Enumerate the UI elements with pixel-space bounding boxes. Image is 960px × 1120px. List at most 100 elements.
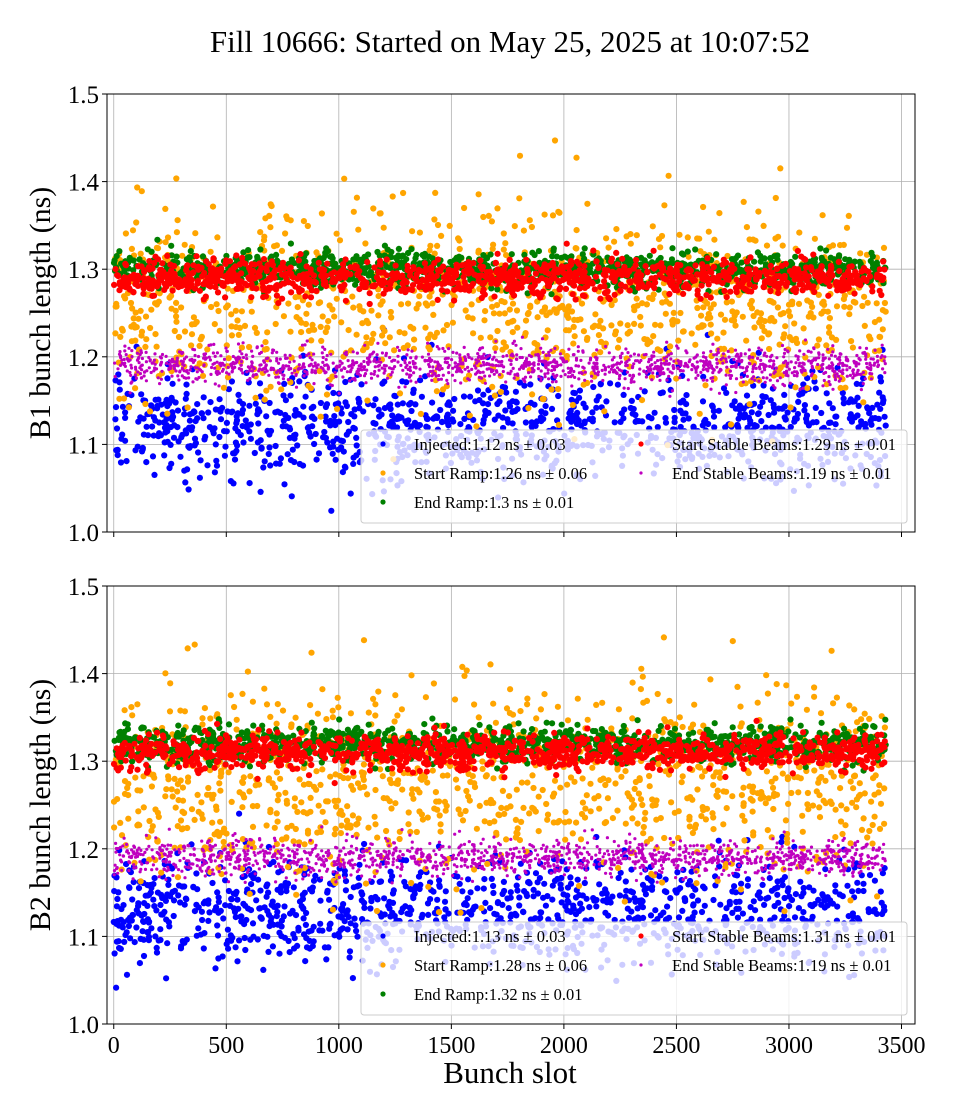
data-point: [298, 345, 305, 352]
data-point: [772, 235, 779, 242]
data-point: [801, 407, 808, 414]
data-point: [813, 419, 820, 426]
data-point: [116, 386, 123, 393]
data-point: [516, 152, 524, 159]
data-point: [181, 411, 188, 418]
data-point: [744, 424, 751, 431]
data-point: [227, 372, 231, 376]
data-point: [833, 336, 840, 343]
data-point: [844, 285, 851, 292]
data-point: [805, 273, 812, 280]
data-point: [197, 457, 204, 464]
data-point: [395, 245, 402, 252]
data-point: [302, 293, 309, 300]
data-point: [444, 411, 451, 418]
data-point: [462, 307, 469, 314]
data-point: [200, 394, 207, 401]
data-point: [549, 262, 557, 269]
data-point: [650, 247, 657, 254]
data-point: [562, 285, 570, 292]
data-point: [810, 256, 818, 263]
data-point: [443, 321, 451, 329]
data-point: [682, 410, 689, 417]
data-point: [760, 283, 767, 290]
data-point: [113, 361, 117, 365]
data-point: [112, 416, 119, 423]
data-point: [803, 338, 808, 342]
data-point: [525, 309, 532, 317]
data-point: [371, 264, 378, 271]
data-point: [502, 262, 509, 269]
data-point: [694, 291, 701, 298]
data-point: [762, 394, 769, 401]
data-point: [144, 379, 148, 383]
data-point: [666, 279, 673, 286]
data-point: [116, 248, 123, 255]
data-point: [807, 299, 815, 306]
data-point: [569, 291, 576, 298]
data-point: [458, 262, 466, 269]
data-point: [611, 419, 618, 426]
data-point: [130, 321, 137, 328]
data-point: [810, 314, 817, 321]
data-point: [832, 421, 839, 428]
data-point: [232, 425, 239, 432]
data-point: [122, 409, 129, 416]
data-point: [182, 479, 189, 486]
data-point: [800, 325, 807, 332]
data-point: [796, 281, 803, 288]
data-point: [295, 257, 302, 264]
data-point: [199, 372, 207, 379]
data-point: [360, 308, 367, 315]
data-point: [606, 296, 613, 303]
data-point: [622, 283, 629, 290]
data-point: [287, 217, 294, 224]
data-point: [350, 208, 357, 215]
data-point: [220, 282, 227, 289]
data-point: [288, 256, 295, 263]
data-point: [379, 360, 383, 364]
data-point: [162, 283, 169, 290]
data-point: [238, 270, 245, 277]
data-point: [208, 358, 212, 362]
data-point: [617, 320, 624, 327]
data-point: [593, 404, 600, 411]
data-point: [322, 328, 329, 336]
data-point: [815, 364, 822, 371]
data-point: [501, 384, 509, 391]
data-point: [662, 356, 667, 360]
data-point: [488, 280, 495, 287]
data-point: [804, 385, 811, 392]
data-point: [142, 400, 149, 408]
data-point: [338, 319, 345, 326]
data-point: [119, 403, 126, 410]
data-point: [361, 269, 368, 276]
data-point: [846, 304, 853, 311]
data-point: [322, 434, 329, 442]
data-point: [555, 392, 562, 400]
data-point: [225, 355, 232, 362]
data-point: [859, 302, 866, 310]
data-point: [196, 287, 203, 294]
data-point: [355, 226, 362, 233]
data-point: [752, 275, 760, 282]
data-point: [732, 322, 739, 329]
data-point: [869, 253, 876, 260]
data-point: [110, 259, 118, 266]
data-point: [696, 235, 703, 242]
data-point: [576, 285, 583, 292]
data-point: [259, 279, 266, 286]
data-point: [401, 330, 408, 337]
data-point: [581, 263, 588, 270]
data-point: [632, 352, 637, 356]
data-point: [480, 420, 487, 427]
data-point: [774, 304, 782, 311]
data-point: [605, 244, 612, 251]
data-point: [498, 298, 505, 305]
data-point: [515, 372, 520, 376]
data-point: [350, 454, 357, 461]
data-point: [236, 324, 243, 331]
data-point: [158, 401, 165, 408]
data-point: [560, 269, 567, 277]
data-point: [657, 322, 664, 329]
